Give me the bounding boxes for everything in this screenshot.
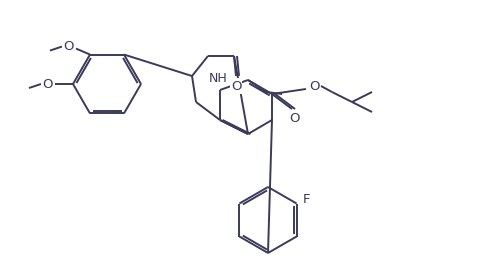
Text: NH: NH xyxy=(209,71,227,84)
Text: F: F xyxy=(303,193,310,206)
Text: O: O xyxy=(231,79,241,93)
Text: O: O xyxy=(63,40,73,53)
Text: O: O xyxy=(289,112,299,125)
Text: O: O xyxy=(42,78,52,91)
Text: O: O xyxy=(309,79,319,93)
